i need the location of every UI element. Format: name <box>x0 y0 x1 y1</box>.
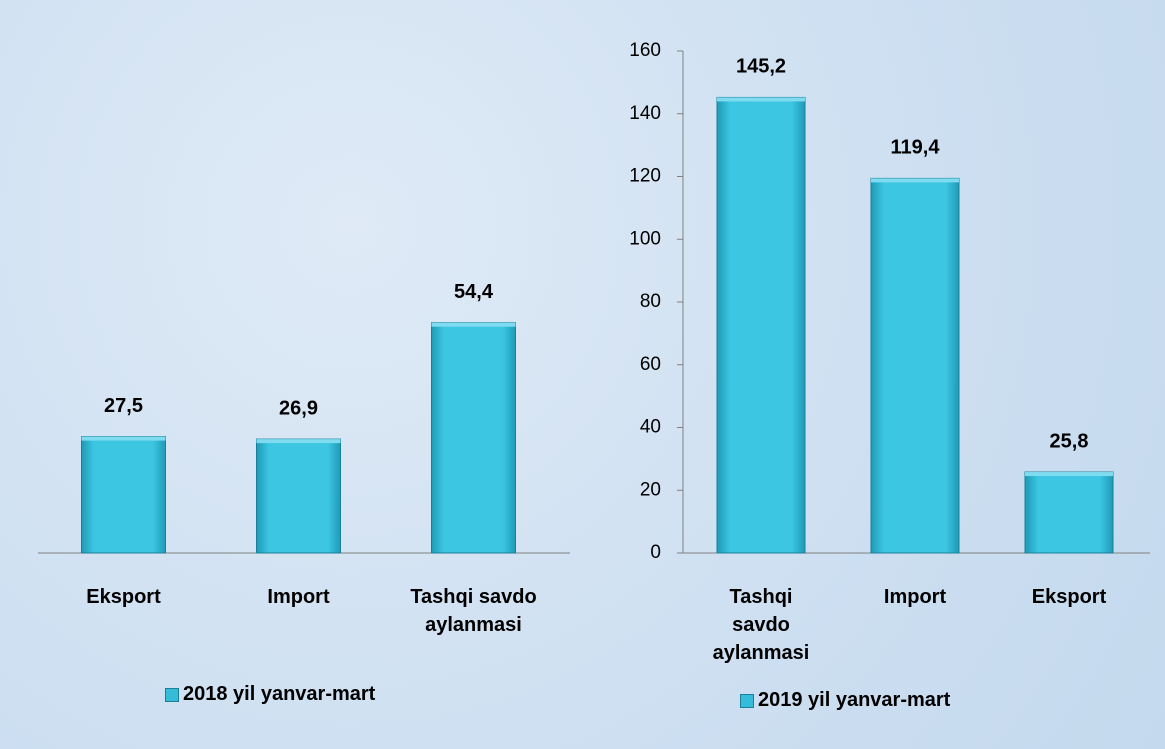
y-tick-label: 40 <box>640 417 661 438</box>
bar <box>431 322 516 554</box>
data-label: 54,4 <box>454 281 494 303</box>
bar <box>81 436 166 554</box>
bar <box>716 96 806 554</box>
y-tick-label: 80 <box>640 291 661 312</box>
x-tick-label: Tashqi savdo aylanmasi <box>712 586 810 664</box>
bar-top <box>81 436 166 441</box>
x-tick-label: Import <box>267 586 330 608</box>
data-label: 25,8 <box>1050 430 1089 452</box>
x-tick-label: Import <box>883 586 947 608</box>
y-tick-label: 20 <box>640 479 661 500</box>
bar-top <box>1025 472 1113 477</box>
legend-swatch <box>165 687 179 702</box>
bar <box>870 177 960 554</box>
bar-top <box>256 439 341 444</box>
y-tick-label: 120 <box>629 166 661 187</box>
legend-swatch <box>740 693 754 708</box>
data-label: 27,5 <box>104 395 143 417</box>
y-tick-label: 160 <box>629 40 661 61</box>
legend-label: 2018 yil yanvar-mart <box>183 683 376 705</box>
bar-top <box>871 178 959 183</box>
legend-entry: 2019 yil yanvar-mart <box>740 689 950 712</box>
y-tick-label: 60 <box>640 354 661 375</box>
legend-entry: 2018 yil yanvar-mart <box>165 683 375 706</box>
bar <box>256 438 341 554</box>
bar-top <box>431 322 516 327</box>
y-tick-label: 0 <box>650 542 661 563</box>
data-label: 145,2 <box>736 56 786 78</box>
y-tick-label: 140 <box>629 103 661 124</box>
bar <box>1024 471 1114 554</box>
x-tick-label: Tashqi savdo aylanmasi <box>410 586 537 636</box>
data-label: 119,4 <box>891 137 941 159</box>
x-tick-label: Eksport <box>1031 586 1107 608</box>
x-tick-label: Eksport <box>86 586 161 608</box>
y-tick-label: 100 <box>629 228 661 249</box>
bar-top <box>717 97 805 102</box>
data-label: 26,9 <box>279 397 318 419</box>
legend-label: 2019 yil yanvar-mart <box>758 689 951 711</box>
